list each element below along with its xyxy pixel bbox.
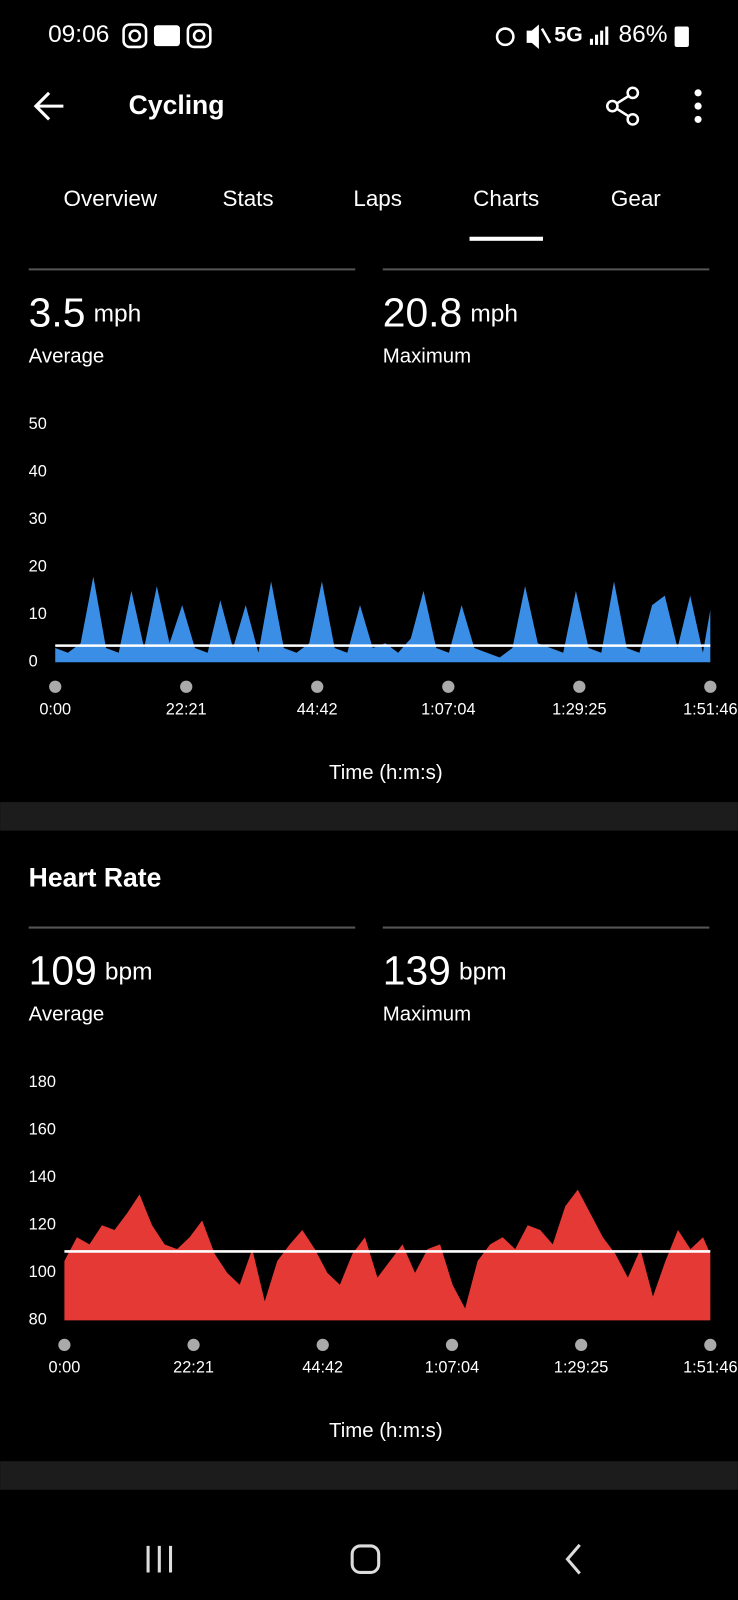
x-axis-label: Time (h:m:s)	[329, 762, 443, 784]
section-title: Heart Rate	[29, 863, 162, 893]
stat-unit: bpm	[459, 959, 507, 986]
y-tick-label: 0	[29, 653, 38, 671]
tab[interactable]: Laps	[353, 186, 402, 211]
nav-bar	[146, 1543, 581, 1575]
section-divider	[0, 802, 738, 831]
x-tick-label: 1:07:04	[425, 1359, 479, 1377]
share-button[interactable]	[605, 86, 640, 126]
x-tick-dot	[180, 680, 193, 693]
stat-number: 20.8	[383, 289, 462, 335]
stat-value: 139 bpm	[383, 947, 507, 993]
stat-unit: bpm	[105, 959, 153, 986]
area	[55, 576, 711, 663]
section-divider	[0, 1461, 738, 1490]
x-tick-label: 22:21	[166, 701, 207, 719]
x-tick-dot	[187, 1338, 200, 1352]
stat-value: 109 bpm	[29, 947, 153, 993]
y-tick-label: 80	[29, 1311, 47, 1329]
x-tick-dot	[442, 680, 455, 693]
y-tick-label: 20	[29, 557, 47, 575]
more-button[interactable]	[694, 89, 702, 123]
y-tick-label: 10	[29, 605, 47, 623]
x-tick-label: 0:00	[49, 1359, 81, 1377]
stat-number: 139	[383, 947, 451, 993]
tab[interactable]: Stats	[223, 186, 274, 211]
x-tick-label: 1:51:46	[683, 1359, 737, 1377]
stat-number: 109	[29, 947, 97, 993]
battery-icon	[674, 26, 689, 47]
x-tick-label: 1:07:04	[421, 701, 475, 719]
y-tick-label: 180	[29, 1073, 56, 1091]
status-network: 5G	[554, 22, 583, 46]
header-title: Cycling	[129, 90, 225, 120]
x-tick-dot	[49, 680, 62, 693]
status-battery: 86%	[618, 21, 667, 48]
signal-icon	[589, 26, 609, 45]
stat-unit: mph	[94, 301, 142, 328]
stat-value: 20.8 mph	[383, 289, 518, 335]
stat-number: 3.5	[29, 289, 86, 335]
x-tick-label: 22:21	[173, 1359, 214, 1377]
tab[interactable]: Charts	[473, 186, 539, 211]
stat-label: Maximum	[383, 346, 471, 368]
back-button[interactable]	[33, 91, 64, 121]
stat-label: Maximum	[383, 1004, 471, 1026]
area	[64, 1189, 711, 1321]
y-tick-label: 100	[29, 1263, 56, 1281]
x-tick-label: 44:42	[297, 701, 338, 719]
y-tick-label: 160	[29, 1121, 56, 1139]
x-tick-dot	[316, 1338, 329, 1352]
x-tick-label: 1:29:25	[554, 1359, 608, 1377]
stat-unit: mph	[470, 301, 518, 328]
y-tick-label: 30	[29, 510, 47, 528]
stat-value: 3.5 mph	[29, 289, 141, 335]
x-tick-dot	[573, 680, 586, 693]
stat-label: Average	[29, 346, 105, 368]
y-tick-label: 50	[29, 415, 47, 433]
tab[interactable]: Gear	[611, 186, 661, 211]
x-tick-label: 0:00	[39, 701, 71, 719]
nav-back-button[interactable]	[565, 1543, 581, 1575]
tab-indicator	[469, 236, 543, 241]
x-tick-dot	[575, 1338, 588, 1352]
x-tick-label: 44:42	[302, 1359, 343, 1377]
x-tick-dot	[704, 1338, 717, 1352]
x-tick-dot	[311, 680, 324, 693]
x-axis-label: Time (h:m:s)	[329, 1420, 443, 1442]
y-tick-label: 40	[29, 462, 47, 480]
x-tick-dot	[704, 680, 717, 693]
tab[interactable]: Overview	[64, 186, 158, 211]
x-tick-dot	[445, 1338, 459, 1352]
y-tick-label: 140	[29, 1168, 56, 1186]
home-button[interactable]	[350, 1544, 381, 1574]
status-time: 09:06	[48, 21, 109, 48]
x-tick-label: 1:29:25	[552, 701, 606, 719]
stat-label: Average	[29, 1004, 105, 1026]
x-tick-label: 1:51:46	[683, 701, 737, 719]
x-tick-dot	[58, 1338, 71, 1352]
recent-apps-button[interactable]	[146, 1545, 173, 1573]
y-tick-label: 120	[29, 1216, 56, 1234]
